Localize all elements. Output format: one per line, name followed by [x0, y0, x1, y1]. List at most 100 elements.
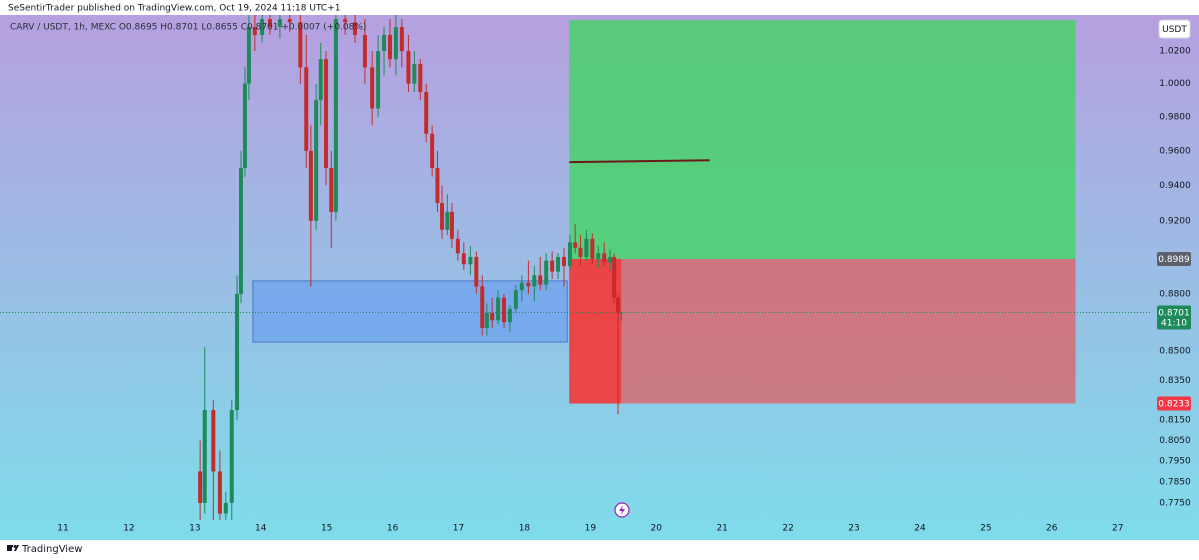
- candle-body: [223, 502, 228, 514]
- candle-body: [298, 22, 303, 68]
- candle-body: [277, 19, 282, 28]
- candle-body: [260, 19, 265, 36]
- candle-body: [314, 100, 319, 221]
- unit-box[interactable]: [1158, 19, 1191, 39]
- candle-body: [430, 133, 435, 169]
- candle-body: [202, 410, 207, 503]
- candle-body: [584, 238, 589, 257]
- candle-body: [561, 256, 566, 267]
- candle-body: [424, 91, 429, 134]
- loss-zone: [569, 258, 1076, 404]
- candle-body: [287, 19, 292, 23]
- candle-body: [242, 83, 247, 169]
- price-tag: [1157, 251, 1191, 266]
- candle-body: [440, 203, 445, 230]
- candle-body: [513, 290, 518, 309]
- x-tick-label: 26: [1046, 524, 1058, 534]
- candle-body: [406, 51, 411, 84]
- candle-body: [435, 168, 440, 204]
- candle-body: [538, 275, 543, 285]
- y-tick-label: 1.0000: [1159, 79, 1191, 89]
- x-tick-label: 24: [914, 524, 926, 534]
- candle-body: [519, 282, 524, 291]
- x-tick-label: 16: [387, 524, 399, 534]
- candle-body: [412, 64, 417, 84]
- x-tick-label: 11: [57, 524, 68, 534]
- candle-body: [211, 410, 216, 472]
- candle-body: [455, 238, 460, 254]
- y-tick-label: 0.7750: [1159, 498, 1191, 508]
- y-tick-label: 0.8500: [1159, 346, 1191, 356]
- x-tick-label: 12: [123, 524, 134, 534]
- y-axis-label: USDT: [1162, 25, 1187, 35]
- candle-body: [556, 256, 561, 272]
- footer: TradingView: [21, 544, 82, 555]
- candle-body: [318, 59, 323, 101]
- candle-body: [578, 247, 583, 257]
- candle-body: [496, 297, 501, 321]
- candle-body: [544, 260, 549, 285]
- candle-body: [616, 297, 621, 313]
- candle-body: [353, 22, 358, 36]
- y-tick-label: 0.8150: [1159, 416, 1191, 426]
- candle-body: [449, 211, 454, 239]
- candle-body: [490, 312, 495, 321]
- candle-body: [596, 253, 601, 259]
- candle-body: [474, 256, 479, 287]
- candle-body: [550, 260, 555, 272]
- trend-line: [569, 159, 710, 164]
- x-tick-label: 21: [716, 524, 727, 534]
- x-tick-label: 13: [189, 524, 200, 534]
- current-price-tag: [1157, 305, 1191, 330]
- candle-body: [362, 35, 367, 68]
- candle-body: [590, 238, 595, 259]
- current-price-label: 0.8701: [1158, 309, 1190, 319]
- x-tick-label: 15: [321, 524, 332, 534]
- candle-body: [304, 67, 309, 151]
- candle-body: [573, 242, 578, 248]
- header: SeSentirTrader published on TradingView.…: [8, 4, 340, 14]
- candle-body: [238, 168, 243, 294]
- footer-logo: [7, 545, 19, 551]
- countdown: 41:10: [1161, 319, 1187, 329]
- candle-body: [382, 35, 387, 52]
- candle-body: [387, 35, 392, 60]
- price-tag-label: 0.8233: [1158, 399, 1190, 409]
- candle-body: [343, 19, 348, 23]
- plot-area: [0, 15, 1150, 520]
- candle-body: [324, 59, 329, 169]
- price-tag-label: 0.8989: [1158, 255, 1190, 265]
- y-tick-label: 0.8350: [1159, 376, 1191, 386]
- candle-body: [619, 312, 624, 314]
- y-tick-label: 0.8050: [1159, 436, 1191, 446]
- candle-body: [602, 253, 607, 263]
- price-tag: [1157, 396, 1191, 411]
- candle-body: [333, 19, 338, 212]
- candle-body: [329, 168, 334, 212]
- candle-body: [217, 471, 222, 514]
- candle-body: [229, 410, 234, 503]
- candle-body: [526, 282, 531, 287]
- chart-title: CARV / USDT, 1h, MEXC O0.8695 H0.8701 L0…: [10, 23, 366, 33]
- candle-body: [612, 256, 617, 298]
- y-tick-label: 0.8800: [1159, 289, 1191, 299]
- x-tick-label: 22: [782, 524, 793, 534]
- candle-body: [393, 27, 398, 60]
- candle-body: [376, 51, 381, 109]
- x-tick-label: 20: [651, 524, 663, 534]
- x-tick-label: 14: [255, 524, 267, 534]
- y-tick-label: 0.9600: [1159, 146, 1191, 156]
- candle-body: [267, 19, 272, 28]
- x-tick-label: 27: [1112, 524, 1123, 534]
- y-tick-label: 0.7850: [1159, 477, 1191, 487]
- candle-body: [608, 256, 613, 263]
- y-tick-label: 0.7950: [1159, 457, 1191, 467]
- y-tick-label: 0.9200: [1159, 216, 1191, 226]
- profit-zone: [569, 20, 1076, 259]
- event-icon[interactable]: [614, 502, 630, 518]
- x-tick-label: 25: [980, 524, 991, 534]
- candle-body: [484, 312, 489, 328]
- candle-body: [399, 27, 404, 52]
